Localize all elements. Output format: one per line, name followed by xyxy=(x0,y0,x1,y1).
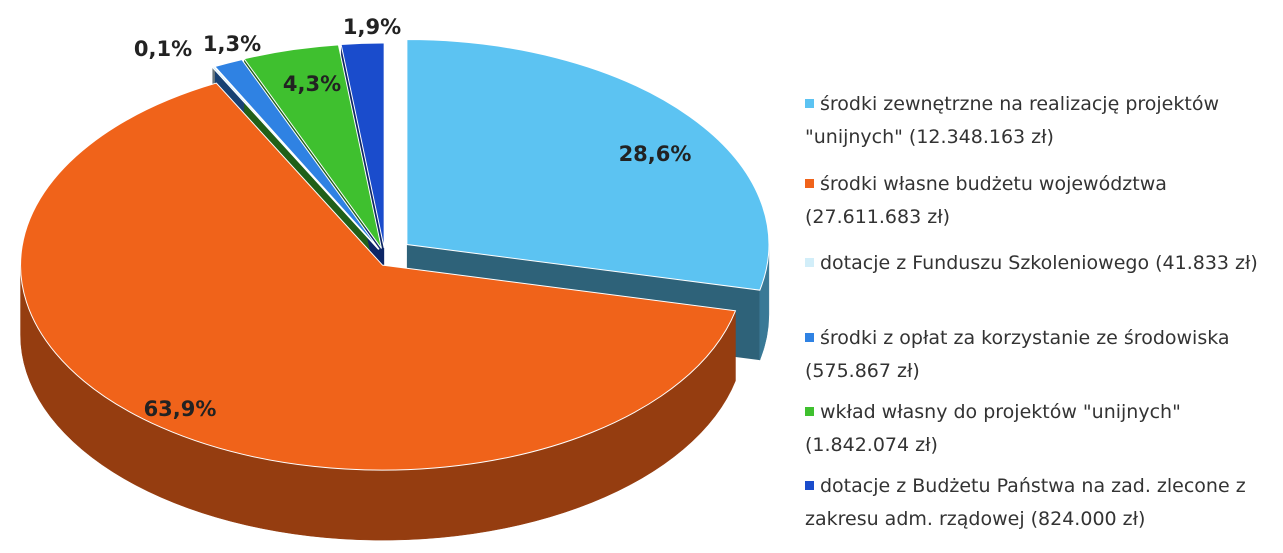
data-label: 0,1% xyxy=(134,37,192,61)
data-label: 1,9% xyxy=(343,15,401,39)
legend-item: środki własne budżetu województwa (27.61… xyxy=(805,168,1275,234)
legend-item: środki zewnętrzne na realizację projektó… xyxy=(805,88,1275,154)
data-label: 4,3% xyxy=(283,72,341,96)
slice xyxy=(20,82,737,471)
legend-label: dotacje z Funduszu Szkoleniowego (41.833… xyxy=(820,252,1258,274)
data-label: 28,6% xyxy=(619,142,692,166)
legend-label: środki z opłat za korzystanie ze środowi… xyxy=(805,327,1230,382)
slice xyxy=(214,59,380,250)
legend-label: środki zewnętrzne na realizację projektó… xyxy=(805,93,1219,148)
data-label: 63,9% xyxy=(144,397,217,421)
legend-label: dotacje z Budżetu Państwa na zad. zlecon… xyxy=(805,475,1246,530)
slice xyxy=(243,44,382,249)
legend-swatch xyxy=(805,481,814,490)
legend-item: dotacje z Funduszu Szkoleniowego (41.833… xyxy=(805,247,1275,280)
legend-item: dotacje z Budżetu Państwa na zad. zlecon… xyxy=(805,470,1275,536)
legend-swatch xyxy=(805,333,814,342)
legend-swatch xyxy=(805,179,814,188)
legend-label: środki własne budżetu województwa (27.61… xyxy=(805,173,1167,228)
legend-swatch xyxy=(805,99,814,108)
pie-chart: 28,6% 63,9% 0,1% 1,3% 4,3% 1,9% xyxy=(20,15,770,541)
legend-swatch xyxy=(805,258,814,267)
legend-swatch xyxy=(805,407,814,416)
data-label: 1,3% xyxy=(203,32,261,56)
legend-item: wkład własny do projektów "unijnych" (1.… xyxy=(805,396,1275,462)
slice xyxy=(406,39,770,291)
legend-label: wkład własny do projektów "unijnych" (1.… xyxy=(805,401,1181,456)
legend-item: środki z opłat za korzystanie ze środowi… xyxy=(805,322,1275,388)
slice xyxy=(211,66,379,250)
pie-tops xyxy=(20,39,770,471)
slice xyxy=(340,42,385,249)
